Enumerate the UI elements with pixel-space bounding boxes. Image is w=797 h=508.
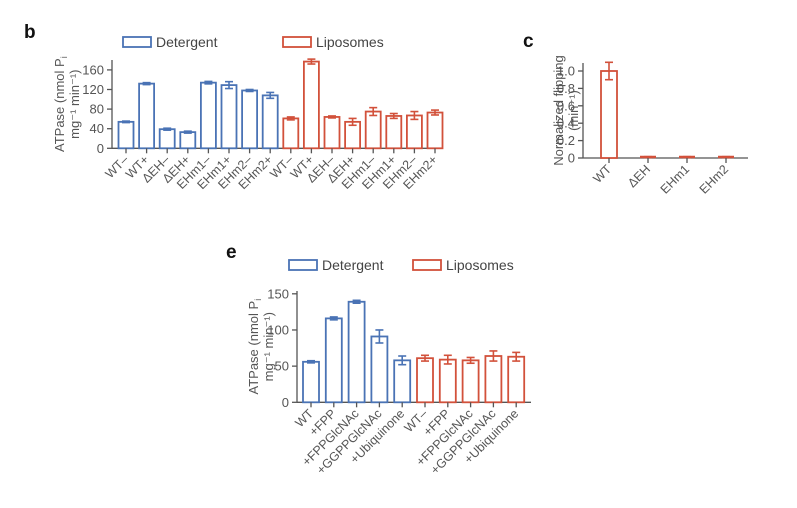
- bar: [179, 131, 197, 150]
- bar: [370, 335, 389, 404]
- bar: [461, 359, 480, 404]
- bar: [405, 114, 423, 150]
- legend-swatch: [412, 259, 442, 271]
- legend-label: Liposomes: [446, 257, 514, 273]
- y-tick-label: 40: [90, 121, 104, 136]
- legend-label: Detergent: [156, 34, 218, 50]
- y-axis-title: ATPase (nmol Pi: [246, 299, 263, 395]
- panel-letter-c: c: [523, 31, 534, 52]
- y-tick-label: 0.6: [557, 98, 575, 113]
- legend-swatch: [288, 259, 318, 271]
- y-tick-label: 1.0: [557, 64, 575, 79]
- bar: [385, 115, 403, 150]
- y-tick-label: 0: [568, 151, 575, 166]
- bar: [117, 120, 135, 150]
- x-tick-label: ΔEH: [625, 162, 653, 190]
- bar: [416, 357, 434, 404]
- y-tick-label: 0: [97, 141, 104, 156]
- bar: [241, 89, 259, 150]
- y-tick-label: 50: [275, 359, 289, 374]
- x-tick-label: EHm2: [697, 162, 731, 196]
- y-axis-title-units: mg⁻¹ min⁻¹): [67, 69, 82, 138]
- y-axis-title: Normalized flipping: [551, 55, 566, 166]
- bar: [282, 117, 300, 150]
- legend-label: Detergent: [322, 257, 384, 273]
- bar: [364, 110, 382, 150]
- legend-swatch: [122, 36, 152, 48]
- y-axis-title-units: (min⁻¹): [566, 90, 581, 131]
- x-tick-label: EHm1: [658, 162, 692, 196]
- bar: [199, 81, 217, 150]
- bar: [220, 84, 238, 150]
- y-tick-label: 80: [90, 102, 104, 117]
- y-tick-label: 160: [82, 62, 104, 77]
- bar: [484, 355, 503, 404]
- y-tick-label: 120: [82, 82, 104, 97]
- y-tick-label: 100: [267, 322, 289, 337]
- y-tick-label: 0.2: [557, 133, 575, 148]
- bar: [507, 355, 526, 404]
- legend-label: Liposomes: [316, 34, 384, 50]
- bar: [347, 300, 366, 404]
- y-tick-label: 0: [282, 395, 289, 410]
- bar: [600, 70, 618, 159]
- bar: [438, 358, 457, 404]
- bar: [158, 128, 176, 150]
- bar: [302, 60, 320, 150]
- y-tick-label: 150: [267, 286, 289, 301]
- y-axis-title: ATPase (nmol Pi: [52, 56, 69, 152]
- bar: [302, 360, 320, 404]
- bar: [393, 359, 412, 404]
- panel-letter-e: e: [226, 242, 237, 263]
- y-tick-label: 0.4: [557, 116, 575, 131]
- panel-letter-b: b: [24, 22, 36, 43]
- bar: [261, 94, 279, 150]
- y-tick-label: 0.8: [557, 81, 575, 96]
- x-tick-label: WT: [590, 162, 614, 186]
- legend-swatch: [282, 36, 312, 48]
- bar: [426, 111, 444, 150]
- bar: [138, 82, 156, 150]
- bar: [324, 317, 343, 404]
- bar: [323, 116, 341, 150]
- y-axis-title-units: mg⁻¹ min⁻¹): [261, 312, 276, 381]
